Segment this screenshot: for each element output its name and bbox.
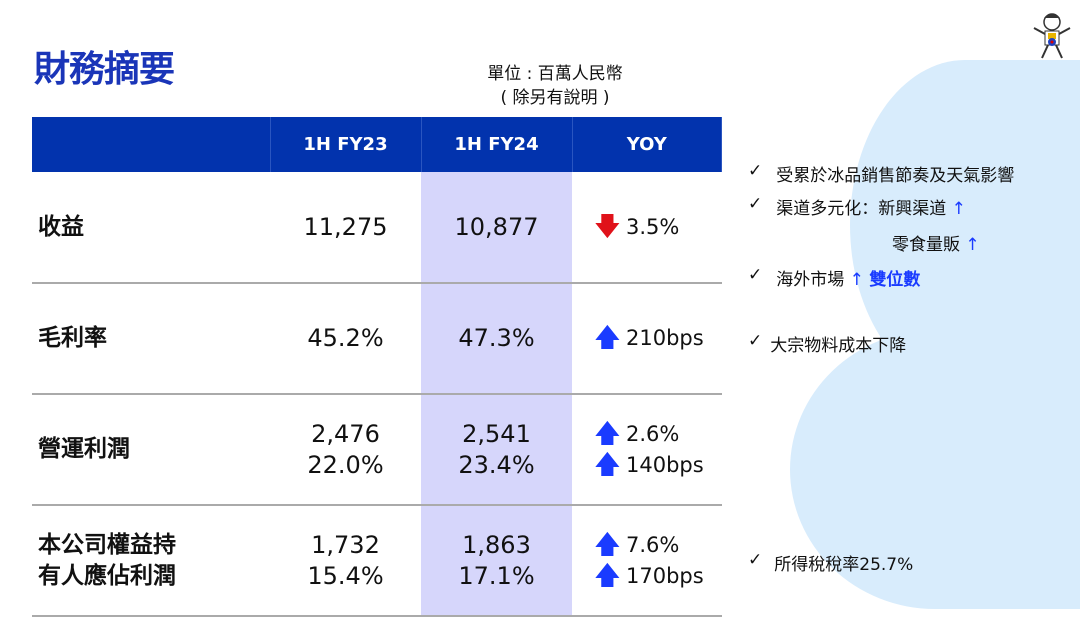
fy24-value: 1,863 [462,530,531,559]
mascot-logo [1033,13,1071,59]
header-blank [32,117,271,172]
fy24-value: 17.1% [458,561,535,590]
arrow-down-icon: 🡇 [594,211,621,242]
fy23-value: 11,275 [303,212,388,241]
yoy-item: 🡇 3.5% [594,211,680,242]
note-overseas: ✓ 海外市場 ↑ 雙位數 [748,265,921,290]
yoy-item: 🡅 140bps [594,449,704,480]
fy24-value: 2,541 [462,419,531,448]
note-tax: ✓ 所得稅稅率25.7% [748,550,914,575]
header-yoy: YOY [572,117,722,172]
fy24-value: 10,877 [454,212,539,241]
note-materials: ✓ 大宗物料成本下降 [748,331,907,356]
note-ice-sales: ✓ 受累於冰品銷售節奏及天氣影響 [748,161,1015,186]
table-header: 1H FY23 1H FY24 YOY [32,117,722,172]
arrow-up-icon: 🡅 [594,418,621,449]
yoy-item: 🡅 170bps [594,560,704,591]
arrow-up-icon: 🡅 [594,529,621,560]
fy24-value: 47.3% [458,324,535,352]
fy24-value: 23.4% [458,450,535,479]
arrow-up-icon: 🡅 [594,560,621,591]
arrow-up-icon: 🡅 [594,323,621,353]
table-row: 本公司權益持 有人應佔利潤 1,732 15.4% 1,863 17.1% 🡅 7.6% 🡅 17… [32,505,722,617]
table-row: 毛利率 45.2% 47.3% 🡅 210bps [32,283,722,395]
financial-summary-table: 1H FY23 1H FY24 YOY 收益 11,275 10,877 🡇 3.5% 毛… [32,117,722,617]
page-title: 財務摘要 [34,49,175,90]
row-label: 毛利率 [38,325,107,351]
note-snack: 零食量販 ↑ [892,235,980,255]
yoy-item: 🡅 7.6% [594,529,680,560]
arrow-up-icon: 🡅 [594,449,621,480]
table-row: 營運利潤 2,476 22.0% 2,541 23.4% 🡅 2.6% 🡅 140bps [32,394,722,506]
header-fy23: 1H FY23 [270,117,422,172]
header-fy24: 1H FY24 [421,117,573,172]
fy23-value: 15.4% [307,561,384,590]
note-channel: ✓ 渠道多元化：新興渠道 ↑ [748,194,966,219]
table-row: 收益 11,275 10,877 🡇 3.5% [32,172,722,284]
fy23-value: 22.0% [307,450,384,479]
row-label: 營運利潤 [38,436,130,462]
row-label: 收益 [38,213,84,240]
fy23-value: 45.2% [307,324,384,352]
yoy-item: 🡅 2.6% [594,418,680,449]
yoy-item: 🡅 210bps [594,323,704,353]
row-label: 有人應佔利潤 [38,562,176,589]
row-label: 本公司權益持 [38,531,176,558]
fy23-value: 2,476 [311,419,380,448]
unit-note: 單位 : 百萬人民幣( 除另有說明 ) [487,64,623,108]
fy23-value: 1,732 [311,530,380,559]
background-shape [880,150,1080,550]
